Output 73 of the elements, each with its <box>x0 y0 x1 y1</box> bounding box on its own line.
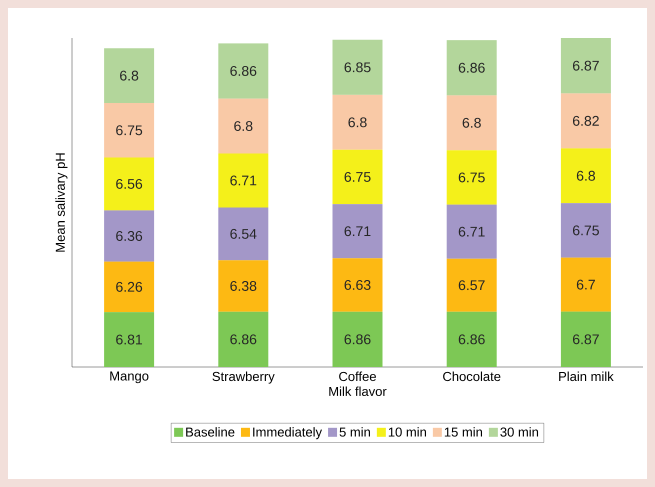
bar <box>104 312 154 367</box>
bar <box>104 103 154 158</box>
data-label: 6.75 <box>344 172 371 182</box>
bar <box>446 150 497 205</box>
data-label: 6.8 <box>120 70 138 81</box>
bar <box>218 312 268 367</box>
bar <box>332 312 383 367</box>
bar <box>104 262 154 312</box>
legend-label: Baseline <box>186 427 234 437</box>
bar <box>332 204 383 258</box>
data-label: 6.86 <box>458 62 485 73</box>
legend-label: 5 min <box>340 427 370 437</box>
data-label: 6.87 <box>572 60 599 71</box>
legend-label: 10 min <box>388 427 426 437</box>
bar <box>560 312 611 367</box>
bar <box>446 204 497 259</box>
data-label: 6.8 <box>576 170 596 181</box>
data-label: 6.8 <box>462 118 481 128</box>
data-label: 6.36 <box>116 231 142 241</box>
bar <box>560 93 611 148</box>
bar <box>446 312 497 367</box>
legend-label: 30 min <box>500 427 538 437</box>
data-label: 6.8 <box>234 121 252 131</box>
data-label: 6.86 <box>230 66 256 76</box>
bar <box>218 43 268 99</box>
data-label: 6.56 <box>116 178 142 189</box>
bar <box>332 150 383 204</box>
legend-label: Immediately <box>253 427 322 440</box>
data-label: 6.82 <box>572 116 599 126</box>
bar <box>446 95 497 150</box>
bar <box>332 94 383 150</box>
data-label: 6.75 <box>572 225 599 236</box>
y-axis-title: Mean salivary pH <box>55 153 68 252</box>
data-label: 6.75 <box>458 172 485 182</box>
data-label: 6.75 <box>116 125 142 136</box>
data-label: 6.38 <box>230 281 256 291</box>
bar <box>218 153 268 208</box>
data-label: 6.71 <box>458 226 485 237</box>
bar <box>560 38 611 94</box>
data-label: 6.85 <box>344 62 371 72</box>
data-label: 6.54 <box>230 228 257 239</box>
bar <box>446 40 497 96</box>
x-tick-label: Chocolate <box>443 372 500 382</box>
bar <box>560 148 611 204</box>
bar <box>560 203 611 258</box>
x-axis-title: Milk flavor <box>329 386 387 396</box>
x-tick-label: Coffee <box>339 372 376 382</box>
bar <box>104 48 154 104</box>
x-tick-label: Strawberry <box>212 372 275 384</box>
data-label: 6.8 <box>348 117 367 128</box>
bar <box>104 210 154 262</box>
bar <box>446 258 497 312</box>
data-label: 6.71 <box>344 226 370 236</box>
data-label: 6.86 <box>458 334 485 344</box>
data-label: 6.86 <box>230 334 256 344</box>
data-label: 6.86 <box>344 334 371 344</box>
bar <box>332 40 383 95</box>
data-label: 6.26 <box>116 282 142 292</box>
data-label: 6.57 <box>458 280 485 290</box>
x-tick-label: Plain milk <box>559 372 614 382</box>
data-label: 6.81 <box>116 334 142 345</box>
bar <box>218 260 268 312</box>
bar <box>332 258 383 312</box>
x-tick-label: Mango <box>110 372 148 384</box>
data-label: 6.63 <box>344 280 371 290</box>
data-label: 6.71 <box>230 176 256 186</box>
data-label: 6.87 <box>572 334 599 344</box>
bar <box>218 98 268 154</box>
bar <box>218 208 268 260</box>
data-label: 6.7 <box>576 280 595 290</box>
bar <box>560 258 611 312</box>
bar <box>104 157 154 210</box>
legend-label: 15 min <box>444 427 482 437</box>
